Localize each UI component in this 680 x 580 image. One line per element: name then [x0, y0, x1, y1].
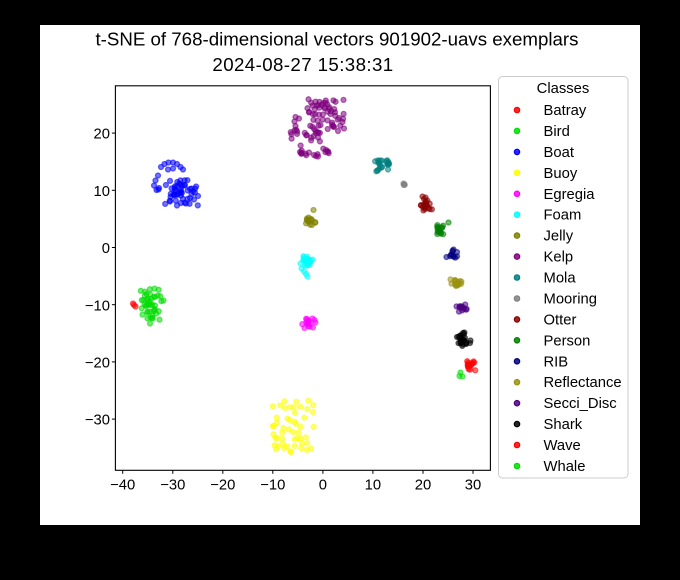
svg-text:Shark: Shark: [544, 417, 583, 433]
svg-text:Classes: Classes: [537, 81, 590, 97]
svg-text:Reflectance: Reflectance: [544, 375, 622, 391]
svg-text:−20: −20: [210, 477, 235, 493]
svg-text:20: 20: [415, 477, 431, 493]
svg-text:−10: −10: [85, 298, 110, 314]
svg-text:−20: −20: [85, 356, 110, 372]
svg-text:Buoy: Buoy: [544, 166, 578, 182]
svg-text:0: 0: [319, 477, 327, 493]
svg-text:Whale: Whale: [544, 459, 586, 475]
svg-text:Secci_Disc: Secci_Disc: [544, 396, 618, 412]
svg-text:2024-08-27 15:38:31: 2024-08-27 15:38:31: [212, 54, 393, 75]
svg-text:−30: −30: [160, 477, 185, 493]
svg-text:Mola: Mola: [544, 271, 577, 287]
svg-text:10: 10: [94, 184, 110, 200]
svg-text:Kelp: Kelp: [544, 250, 574, 266]
svg-text:Person: Person: [544, 333, 591, 349]
svg-text:20: 20: [94, 127, 110, 143]
svg-text:10: 10: [365, 477, 381, 493]
svg-text:Otter: Otter: [544, 312, 577, 328]
svg-text:−30: −30: [85, 413, 110, 429]
svg-text:Jelly: Jelly: [544, 229, 574, 245]
svg-text:Foam: Foam: [544, 208, 582, 224]
svg-text:Batray: Batray: [544, 103, 587, 119]
svg-text:−40: −40: [110, 477, 135, 493]
svg-text:Egregia: Egregia: [544, 187, 596, 203]
svg-text:Wave: Wave: [544, 438, 581, 454]
svg-text:Mooring: Mooring: [544, 292, 597, 308]
svg-text:30: 30: [465, 477, 481, 493]
svg-text:Bird: Bird: [544, 124, 570, 140]
svg-text:Boat: Boat: [544, 145, 574, 161]
svg-text:−10: −10: [260, 477, 285, 493]
svg-text:RIB: RIB: [544, 354, 569, 370]
svg-text:t-SNE of 768-dimensional vecto: t-SNE of 768-dimensional vectors 901902-…: [95, 29, 578, 50]
svg-text:0: 0: [102, 241, 110, 257]
